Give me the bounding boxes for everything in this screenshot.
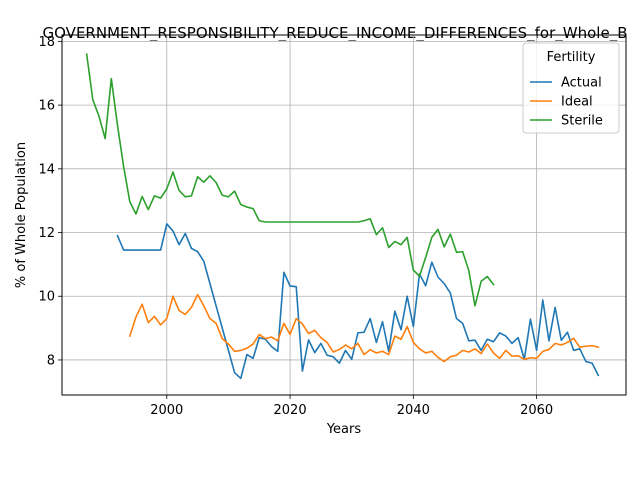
legend-title: Fertility — [547, 50, 596, 65]
x-tick-label: 2040 — [397, 403, 430, 418]
grid-lines — [62, 35, 626, 395]
y-tick-label: 10 — [38, 290, 55, 305]
y-tick-label: 8 — [47, 353, 55, 368]
x-tick-label: 2060 — [520, 403, 553, 418]
legend-label-ideal: Ideal — [561, 95, 593, 110]
x-tick-label: 2020 — [274, 403, 307, 418]
y-tick-label: 14 — [38, 162, 55, 177]
chart-title: GOVERNMENT_RESPONSIBILITY_REDUCE_INCOME_… — [43, 24, 628, 43]
plot-frame — [61, 34, 627, 396]
series-line-sterile — [85, 53, 495, 307]
series-line-ideal — [128, 293, 600, 363]
y-tick-label: 16 — [38, 99, 55, 114]
y-tick-label: 12 — [38, 226, 55, 241]
legend: Fertility Actual Ideal Sterile — [522, 42, 620, 134]
legend-box — [522, 42, 620, 134]
legend-label-actual: Actual — [561, 76, 602, 91]
y-tick-label: 18 — [38, 35, 55, 50]
series-line-actual — [116, 223, 600, 380]
x-tick-label: 2000 — [150, 403, 183, 418]
legend-label-sterile: Sterile — [561, 114, 603, 129]
axis-ticks: 2000 2020 2040 2060 8 10 12 14 16 18 — [38, 35, 553, 418]
x-axis-title: Years — [326, 422, 362, 437]
y-axis-title: % of Whole Population — [14, 142, 29, 288]
series-lines — [85, 53, 600, 380]
